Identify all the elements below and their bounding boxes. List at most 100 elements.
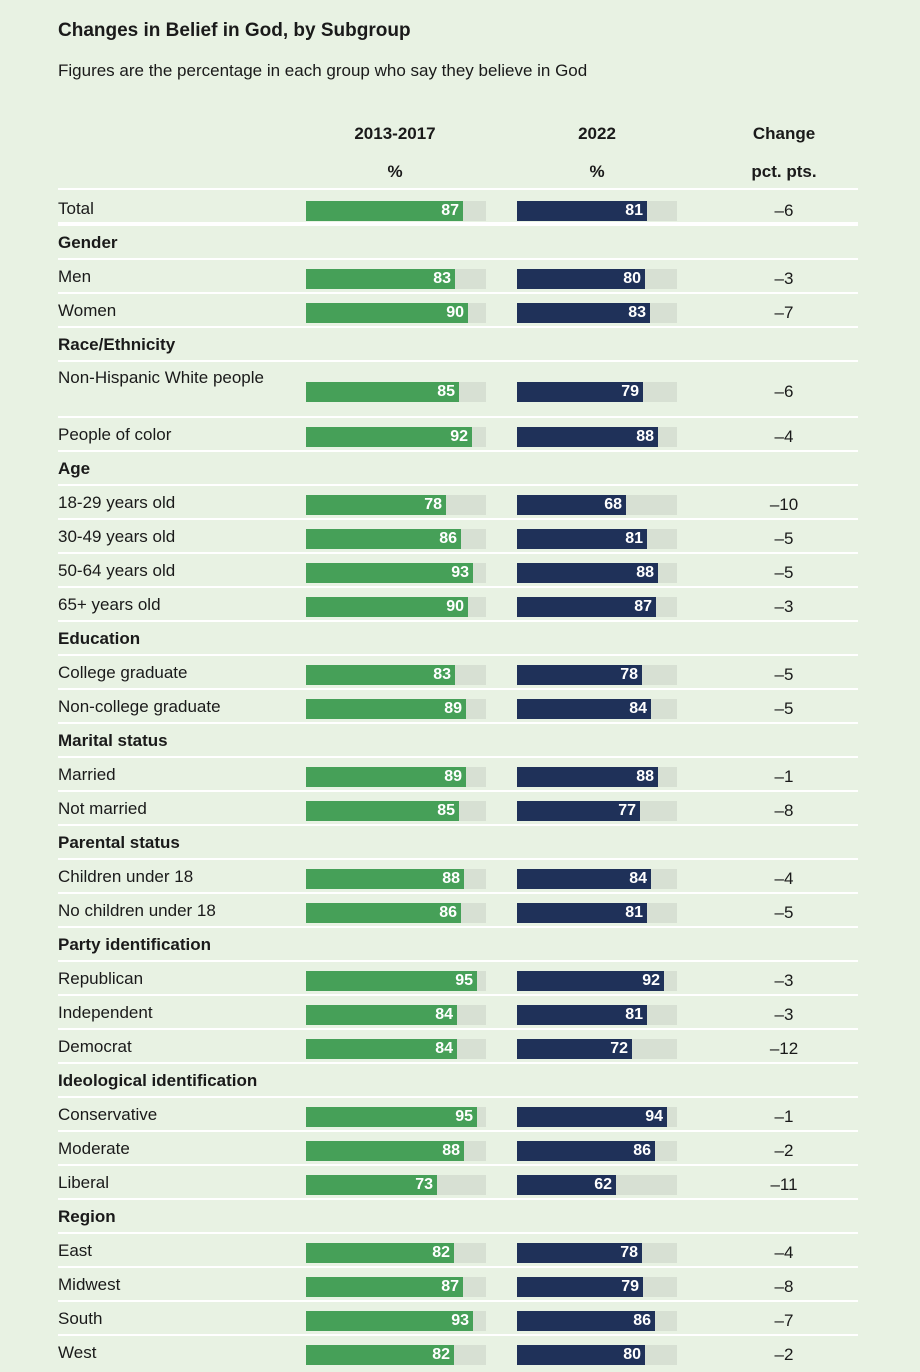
- row-label: Democrat: [58, 1037, 132, 1056]
- table-row: Children under 18 88 84 –4: [58, 860, 858, 894]
- change-value: –2: [774, 1141, 794, 1160]
- bar-value-label: 93: [451, 564, 469, 581]
- bar-track-2013-2017: 85: [306, 801, 486, 821]
- bar-2013-2017: 82: [306, 1345, 454, 1365]
- column-unit-change: pct. pts.: [751, 162, 817, 181]
- section-label: Gender: [58, 233, 118, 252]
- change-value: –8: [774, 1277, 794, 1296]
- row-separator: [58, 1334, 858, 1336]
- bar-value-label: 73: [415, 1176, 433, 1193]
- bar-2022: 79: [517, 1277, 643, 1297]
- row-label: Men: [58, 267, 92, 286]
- section-row-parental-status: Parental status: [58, 826, 858, 860]
- bar-track-2013-2017: 87: [306, 1277, 486, 1297]
- bar-value-label: 94: [645, 1108, 663, 1125]
- row-separator: [58, 326, 858, 328]
- bar-track-2013-2017: 87: [306, 201, 486, 221]
- bar-2022: 62: [517, 1175, 616, 1195]
- change-value: –6: [774, 201, 794, 220]
- bar-2013-2017: 85: [306, 382, 459, 402]
- bar-2013-2017: 95: [306, 971, 477, 991]
- bar-2013-2017: 86: [306, 903, 461, 923]
- bar-value-label: 84: [435, 1040, 453, 1057]
- change-value: –11: [770, 1175, 798, 1194]
- bar-track-2022: 68: [517, 495, 677, 515]
- bar-2013-2017: 93: [306, 1311, 473, 1331]
- bar-2013-2017: 73: [306, 1175, 437, 1195]
- change-value: –7: [774, 1311, 794, 1330]
- bar-track-2013-2017: 83: [306, 269, 486, 289]
- bar-track-2013-2017: 90: [306, 597, 486, 617]
- change-value: –4: [774, 869, 794, 888]
- column-header-2013-2017: 2013-2017: [354, 124, 436, 143]
- table-row: Women 90 83 –7: [58, 294, 858, 328]
- bar-value-label: 80: [623, 270, 641, 287]
- row-label: West: [58, 1343, 97, 1362]
- bar-track-2022: 88: [517, 767, 677, 787]
- bar-value-label: 82: [432, 1244, 450, 1261]
- row-separator: [58, 824, 858, 826]
- bar-track-2022: 79: [517, 382, 677, 402]
- section-label: Parental status: [58, 833, 180, 852]
- bar-2022: 81: [517, 529, 647, 549]
- bar-value-label: 89: [444, 768, 462, 785]
- bar-value-label: 95: [455, 972, 473, 989]
- change-value: –5: [774, 699, 794, 718]
- section-row-party-identification: Party identification: [58, 928, 858, 962]
- section-row-age: Age: [58, 452, 858, 486]
- section-row-marital-status: Marital status: [58, 724, 858, 758]
- row-separator: [58, 416, 858, 418]
- bar-track-2013-2017: 95: [306, 971, 486, 991]
- section-row-gender: Gender: [58, 226, 858, 260]
- bar-value-label: 85: [437, 383, 455, 400]
- table-row: 65+ years old 90 87 –3: [58, 588, 858, 622]
- bar-2022: 88: [517, 563, 658, 583]
- bar-track-2013-2017: 82: [306, 1345, 486, 1365]
- bar-value-label: 93: [451, 1312, 469, 1329]
- bar-2022: 87: [517, 597, 656, 617]
- bar-value-label: 79: [621, 383, 639, 400]
- bar-value-label: 77: [618, 802, 636, 819]
- bar-track-2013-2017: 85: [306, 382, 486, 402]
- bar-value-label: 88: [636, 564, 654, 581]
- bar-track-2013-2017: 95: [306, 1107, 486, 1127]
- bar-value-label: 90: [446, 304, 464, 321]
- bar-2013-2017: 90: [306, 597, 468, 617]
- row-separator: [58, 222, 858, 226]
- bar-2022: 80: [517, 1345, 645, 1365]
- bar-2022: 81: [517, 1005, 647, 1025]
- bar-2013-2017: 83: [306, 665, 455, 685]
- row-separator: [58, 1198, 858, 1200]
- bar-value-label: 68: [604, 496, 622, 513]
- bar-2022: 83: [517, 303, 650, 323]
- bar-track-2022: 79: [517, 1277, 677, 1297]
- bar-value-label: 72: [610, 1040, 628, 1057]
- row-separator: [58, 1164, 858, 1166]
- bar-2013-2017: 95: [306, 1107, 477, 1127]
- bar-value-label: 88: [442, 870, 460, 887]
- table-row: Conservative 95 94 –1: [58, 1098, 858, 1132]
- bar-track-2013-2017: 90: [306, 303, 486, 323]
- bar-value-label: 95: [455, 1108, 473, 1125]
- bar-2022: 86: [517, 1141, 655, 1161]
- change-value: –5: [774, 563, 794, 582]
- section-label: Ideological identification: [58, 1071, 258, 1090]
- bar-value-label: 86: [439, 904, 457, 921]
- row-separator: [58, 1096, 858, 1098]
- bar-value-label: 88: [636, 428, 654, 445]
- row-label: South: [58, 1309, 103, 1328]
- row-label: East: [58, 1241, 93, 1260]
- bar-2022: 84: [517, 699, 651, 719]
- row-label: No children under 18: [58, 901, 216, 920]
- row-label: Non-college graduate: [58, 697, 221, 716]
- change-value: –1: [774, 1107, 794, 1126]
- bar-value-label: 83: [628, 304, 646, 321]
- bar-value-label: 84: [629, 870, 647, 887]
- table-row: College graduate 83 78 –5: [58, 656, 858, 690]
- change-value: –3: [774, 1005, 794, 1024]
- bar-2013-2017: 84: [306, 1039, 457, 1059]
- bar-value-label: 87: [441, 1278, 459, 1295]
- row-separator: [58, 994, 858, 996]
- table-row: Midwest 87 79 –8: [58, 1268, 858, 1302]
- row-separator: [58, 1300, 858, 1302]
